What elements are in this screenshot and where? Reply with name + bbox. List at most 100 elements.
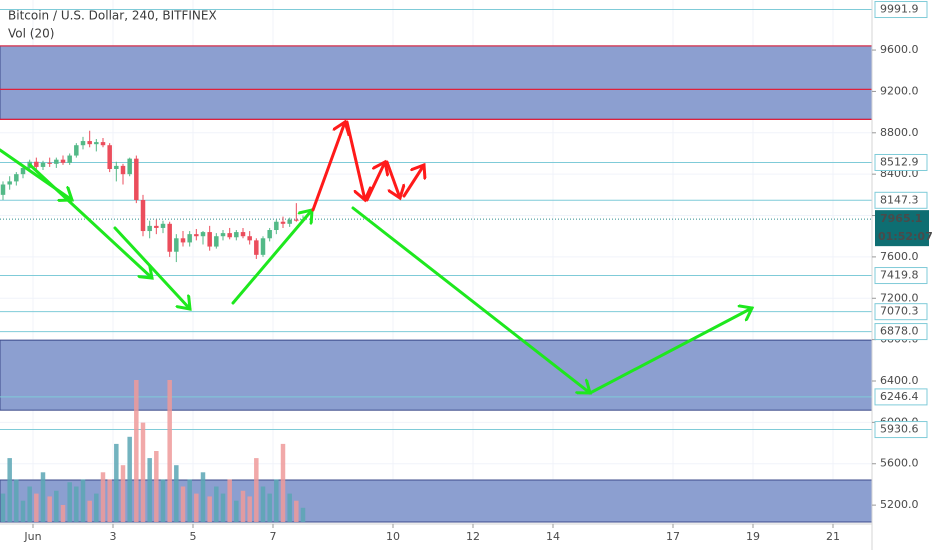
volume-bar [254,458,259,522]
volume-bar [294,500,299,522]
candle-body [194,234,199,237]
candle-body [147,225,152,232]
x-tick-label: 14 [546,530,560,543]
volume-bar [300,507,306,522]
volume [0,380,306,522]
volume-bar [247,496,252,522]
candle-body [160,223,166,228]
candles [0,130,306,263]
y-tick-label: 5600.0 [880,457,919,470]
volume-bar [74,486,79,522]
price-label: 8512.9 [880,155,919,168]
volume-bar [107,479,112,522]
price-label: 7419.8 [880,269,919,282]
x-tick-label: 12 [466,530,480,543]
volume-bar [20,500,26,522]
candle-body [114,165,119,169]
candle-body [227,233,232,238]
arrow [351,206,590,393]
last-price-box [875,210,929,247]
volume-bar [127,436,132,522]
volume-bar [220,493,226,522]
candle-body [100,142,106,146]
candle-body [180,238,186,243]
x-tick-label: 7 [270,530,277,543]
volume-bar [120,465,126,522]
x-tick-label: 3 [110,530,117,543]
price-label-box [874,323,928,341]
arrow [588,308,752,395]
price-label-box [874,267,928,285]
arrow [385,160,400,198]
candle-body [0,184,6,195]
price-label-box [874,303,928,321]
volume-bar [274,479,279,522]
y-tick-label: 5200.0 [880,498,919,511]
volume-bar [180,486,186,522]
volume-bar [34,493,39,522]
volume-bar [214,486,219,522]
candle-body [7,181,12,185]
candle-body [134,158,139,201]
countdown: 01:52:07 [878,230,932,243]
arrow [311,122,345,212]
price-label-box [874,1,928,19]
volume-bar [7,458,12,522]
candle-body [214,236,219,247]
drawings [0,122,752,393]
volume-bar [174,465,179,522]
volume-bar [154,451,159,522]
y-tick-label: 9200.0 [880,84,919,97]
volume-bar [100,472,106,522]
y-tick-label: 6400.0 [880,374,919,387]
arrow [402,165,424,198]
volume-bar [27,486,32,522]
volume-bar [240,490,246,522]
volume-bar [134,380,139,522]
volume-bar [14,479,19,522]
volume-bar [187,479,192,522]
volume-bar [54,490,59,522]
x-tick-label: 17 [666,530,680,543]
candle-body [274,221,279,231]
arrow [231,210,312,305]
volume-bar [267,493,272,522]
candle-body [294,219,299,221]
volume-bar [234,500,239,522]
price-label: 6246.4 [880,390,919,403]
x-tick-label: Jun [23,530,41,543]
volume-bar [287,493,292,522]
x-tick-label: 10 [386,530,400,543]
last-price-label: 7965.1 [880,212,922,225]
candle-body [87,141,92,145]
volume-bar [114,443,119,522]
volume-bar [47,496,52,522]
volume-bar [207,496,212,522]
volume-bar [194,493,199,522]
volume-bar [147,458,152,522]
x-tick-label: 19 [746,530,760,543]
candle-body [187,234,192,243]
zone [0,45,873,120]
volume-bar [60,504,66,522]
price-label-box [874,421,928,439]
price-label: 7070.3 [880,305,919,318]
time-axis-bg [0,524,872,550]
x-tick-label: 5 [190,530,197,543]
candle-body [34,161,39,167]
candle-body [74,145,79,156]
candle-body [47,162,52,164]
y-tick-label: 9600.0 [880,43,919,56]
price-label-box [874,191,928,209]
volume-bar [140,422,146,522]
candle-body [287,219,292,224]
chart-title: Bitcoin / U.S. Dollar, 240, BITFINEX [8,9,217,23]
volume-bar [40,472,46,522]
volume-bar [67,482,72,522]
candle-body [200,232,206,237]
price-label: 8147.3 [880,193,919,206]
candle-body [80,141,86,146]
candle-body [140,200,146,232]
candle-body [167,223,172,252]
arrow [345,120,365,200]
